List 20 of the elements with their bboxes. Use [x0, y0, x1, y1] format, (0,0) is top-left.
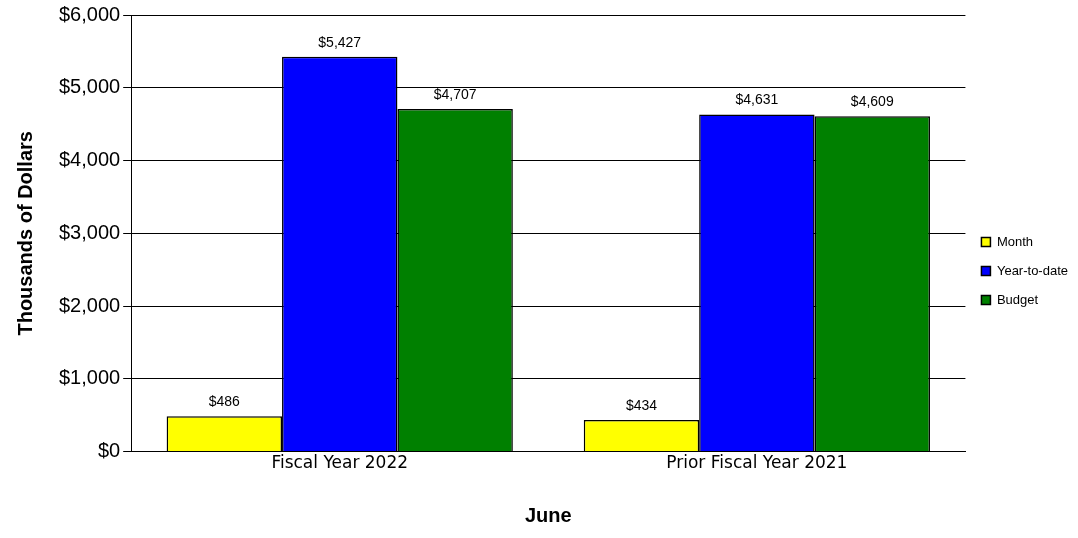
data-label: $4,631	[735, 91, 779, 108]
data-label: $4,609	[850, 93, 894, 110]
y-tick-label: $1,000	[59, 366, 121, 389]
y-tick-label: $0	[97, 439, 121, 462]
x-axis-title: June	[524, 503, 572, 526]
legend-label: Budget	[996, 291, 1039, 307]
x-tick-label: Fiscal Year 2022	[271, 452, 409, 473]
y-tick-label: $3,000	[59, 220, 121, 243]
y-tick-label: $6,000	[59, 2, 121, 25]
y-tick-label: $2,000	[59, 293, 121, 316]
y-tick-label: $4,000	[59, 148, 121, 171]
legend-label: Year-to-date	[996, 262, 1069, 278]
data-label: $486	[208, 393, 241, 410]
data-label: $5,427	[318, 33, 362, 50]
x-tick-label: Prior Fiscal Year 2021	[666, 452, 848, 473]
data-label: $4,707	[433, 85, 477, 102]
data-label: $434	[625, 396, 658, 413]
y-axis-title: Thousands of Dollars	[13, 131, 36, 336]
y-tick-label: $5,000	[59, 75, 121, 98]
legend-label: Month	[996, 233, 1034, 249]
